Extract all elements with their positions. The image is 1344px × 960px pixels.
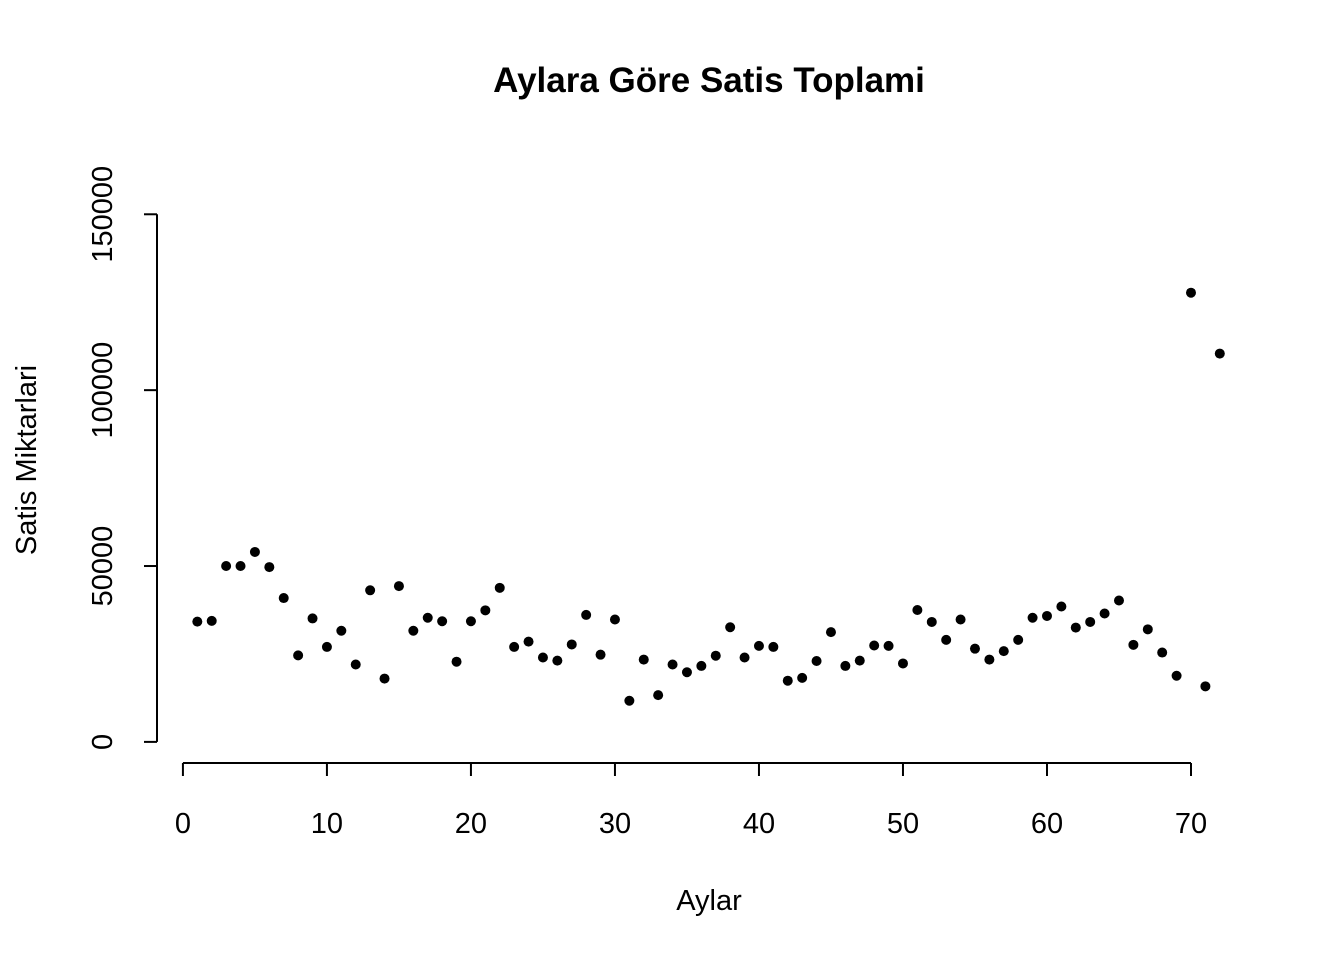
y-tick-label: 50000 [87, 526, 119, 607]
chart-title: Aylara Göre Satis Toplami [493, 61, 925, 100]
data-point [912, 604, 923, 615]
data-point [249, 546, 260, 557]
x-tick-label: 70 [1175, 808, 1207, 840]
data-point [869, 640, 880, 651]
data-point [725, 622, 736, 633]
data-point [840, 660, 851, 671]
data-point [494, 582, 505, 593]
data-point [595, 649, 606, 660]
data-point [1027, 612, 1038, 623]
data-point [955, 614, 966, 625]
data-point [451, 656, 462, 667]
data-point [1041, 610, 1052, 621]
data-point [768, 641, 779, 652]
x-tick-label: 0 [175, 808, 191, 840]
x-tick-label: 20 [455, 808, 487, 840]
data-point [480, 605, 491, 616]
data-point [710, 650, 721, 661]
data-point [1085, 616, 1096, 627]
data-point [581, 609, 592, 620]
x-tick-label: 50 [887, 808, 919, 840]
data-point [235, 561, 246, 572]
data-point [552, 655, 563, 666]
data-point [1200, 681, 1211, 692]
data-point [1070, 622, 1081, 633]
data-point [1142, 624, 1153, 635]
data-point [192, 616, 203, 627]
data-point [624, 695, 635, 706]
data-point [696, 660, 707, 671]
data-point [206, 615, 217, 626]
data-point [408, 625, 419, 636]
data-point [465, 616, 476, 627]
data-point [653, 690, 664, 701]
data-point [1056, 601, 1067, 612]
x-tick-label: 30 [599, 808, 631, 840]
data-point [811, 655, 822, 666]
data-point [1185, 287, 1196, 298]
data-point [854, 655, 865, 666]
y-axis-ticks: 0 50000 100000 150000 [87, 166, 157, 750]
data-point [509, 641, 520, 652]
data-point [753, 640, 764, 651]
y-tick-label: 100000 [87, 342, 119, 439]
data-point [221, 561, 232, 572]
data-point [883, 640, 894, 651]
axes [156, 214, 1191, 764]
data-point [1013, 634, 1024, 645]
data-point [321, 641, 332, 652]
data-point [638, 654, 649, 665]
data-point [523, 636, 534, 647]
data-point [926, 616, 937, 627]
data-point [825, 627, 836, 638]
x-tick-label: 10 [311, 808, 343, 840]
data-point [307, 613, 318, 624]
data-point [941, 634, 952, 645]
data-point [437, 616, 448, 627]
data-point [897, 658, 908, 669]
data-point [350, 659, 361, 670]
data-point [998, 646, 1009, 657]
x-axis-label: Aylar [676, 885, 742, 917]
data-point [739, 652, 750, 663]
y-axis-label: Satis Miktarlari [11, 365, 43, 555]
data-point [969, 643, 980, 654]
data-points [192, 287, 1225, 706]
data-point [1128, 639, 1139, 650]
data-point [609, 614, 620, 625]
data-point [422, 612, 433, 623]
data-point [1099, 608, 1110, 619]
data-point [365, 585, 376, 596]
data-point [984, 654, 995, 665]
data-point [264, 562, 275, 573]
data-point [782, 675, 793, 686]
data-point [681, 667, 692, 678]
x-tick-label: 40 [743, 808, 775, 840]
data-point [278, 593, 289, 604]
x-tick-label: 60 [1031, 808, 1063, 840]
data-point [1214, 348, 1225, 359]
data-point [293, 650, 304, 661]
data-point [566, 639, 577, 650]
data-point [1113, 595, 1124, 606]
x-axis-ticks: 0 10 20 30 40 50 60 70 [175, 763, 1207, 840]
y-tick-label: 0 [87, 734, 119, 750]
y-tick-label: 150000 [87, 166, 119, 263]
data-point [537, 652, 548, 663]
data-point [1171, 670, 1182, 681]
data-point [797, 672, 808, 683]
data-point [393, 581, 404, 592]
data-point [379, 673, 390, 684]
data-point [1157, 647, 1168, 658]
data-point [336, 625, 347, 636]
data-point [667, 659, 678, 670]
